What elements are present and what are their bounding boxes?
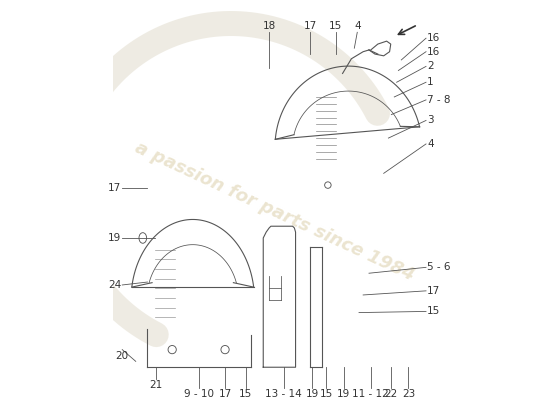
Text: 15: 15 <box>329 21 342 31</box>
Text: 11 - 12: 11 - 12 <box>353 389 389 399</box>
Text: 2: 2 <box>427 61 434 71</box>
Text: 3: 3 <box>427 116 434 126</box>
Text: 19: 19 <box>337 389 350 399</box>
Text: 19: 19 <box>305 389 318 399</box>
Text: 17: 17 <box>304 21 317 31</box>
Text: 23: 23 <box>402 389 415 399</box>
Text: 17: 17 <box>218 389 232 399</box>
Text: 15: 15 <box>239 389 252 399</box>
Text: 5 - 6: 5 - 6 <box>427 262 450 272</box>
Text: 9 - 10: 9 - 10 <box>184 389 213 399</box>
Text: 15: 15 <box>427 306 441 316</box>
Text: a passion for parts since 1984: a passion for parts since 1984 <box>133 139 417 284</box>
Text: 21: 21 <box>149 380 162 390</box>
Text: 4: 4 <box>427 139 434 149</box>
Text: 17: 17 <box>108 183 121 193</box>
Text: 16: 16 <box>427 33 441 43</box>
Text: 22: 22 <box>384 389 398 399</box>
Text: 19: 19 <box>108 233 121 243</box>
Text: 20: 20 <box>116 351 129 361</box>
Text: 15: 15 <box>320 389 333 399</box>
Text: 18: 18 <box>262 21 276 31</box>
Text: 13 - 14: 13 - 14 <box>266 389 302 399</box>
Text: 7 - 8: 7 - 8 <box>427 95 450 105</box>
Text: 17: 17 <box>427 286 441 296</box>
Text: 24: 24 <box>108 280 121 290</box>
Text: 16: 16 <box>427 47 441 57</box>
Text: 1: 1 <box>427 77 434 87</box>
Text: 4: 4 <box>354 21 361 31</box>
